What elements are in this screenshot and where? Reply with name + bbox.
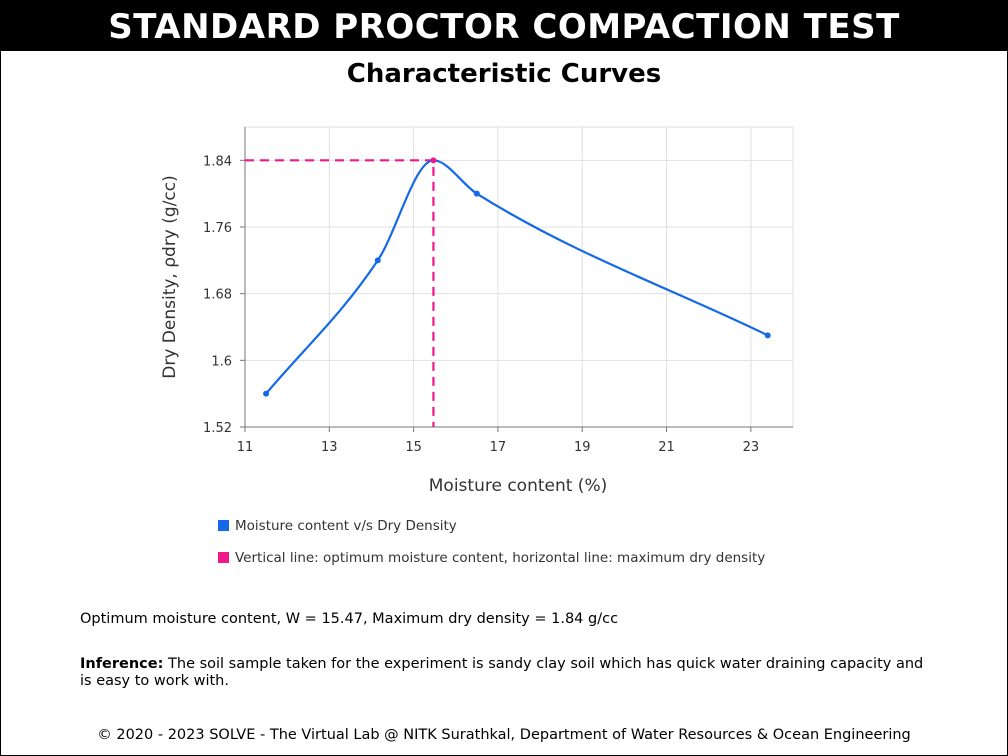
legend-item-curve[interactable]: Moisture content v/s Dry Density xyxy=(218,518,457,534)
x-tick-label: 15 xyxy=(405,440,422,455)
data-point[interactable] xyxy=(374,257,381,264)
x-tick-label: 21 xyxy=(658,440,675,455)
chart-series xyxy=(245,157,771,427)
inference-text: Inference: The soil sample taken for the… xyxy=(80,656,930,690)
legend-label-curve: Moisture content v/s Dry Density xyxy=(235,518,457,534)
data-point[interactable] xyxy=(764,332,771,339)
legend-swatch-lines xyxy=(218,552,229,563)
legend-label-lines: Vertical line: optimum moisture content,… xyxy=(235,550,766,566)
data-point[interactable] xyxy=(473,190,480,197)
y-tick-label: 1.6 xyxy=(211,354,232,369)
y-tick-label: 1.76 xyxy=(203,221,232,236)
legend-item-lines[interactable]: Vertical line: optimum moisture content,… xyxy=(218,550,765,566)
chart-axes: 11 13 15 17 19 21 23 1.52 1.6 1.68 1.76 1.84 xyxy=(203,127,793,455)
inference-label: Inference: xyxy=(80,656,164,672)
y-tick-label: 1.84 xyxy=(203,154,232,169)
chart-title: Characteristic Curves xyxy=(346,59,662,89)
x-tick-label: 19 xyxy=(574,440,591,455)
data-point[interactable] xyxy=(430,157,437,164)
page-banner: STANDARD PROCTOR COMPACTION TEST xyxy=(1,1,1007,51)
x-axis-title: Moisture content (%) xyxy=(429,476,607,496)
data-point[interactable] xyxy=(263,390,270,397)
density-curve xyxy=(265,159,769,395)
footer-copyright: © 2020 - 2023 SOLVE - The Virtual Lab @ … xyxy=(97,727,911,743)
y-axis-title: Dry Density, ρdry (g/cc) xyxy=(160,175,180,379)
inference-body: The soil sample taken for the experiment… xyxy=(80,656,924,689)
x-tick-label: 17 xyxy=(490,440,507,455)
chart-svg: 11 13 15 17 19 21 23 1.52 1.6 1.68 1.76 1.84 Moistu… xyxy=(160,126,794,496)
chart-grid xyxy=(244,126,794,428)
x-tick-label: 23 xyxy=(743,440,760,455)
result-text: Optimum moisture content, W = 15.47, Max… xyxy=(80,611,619,627)
legend-swatch-curve xyxy=(218,520,229,531)
y-tick-label: 1.68 xyxy=(203,288,232,303)
y-tick-label: 1.52 xyxy=(203,421,232,436)
x-tick-label: 11 xyxy=(237,440,254,455)
x-tick-label: 13 xyxy=(321,440,338,455)
